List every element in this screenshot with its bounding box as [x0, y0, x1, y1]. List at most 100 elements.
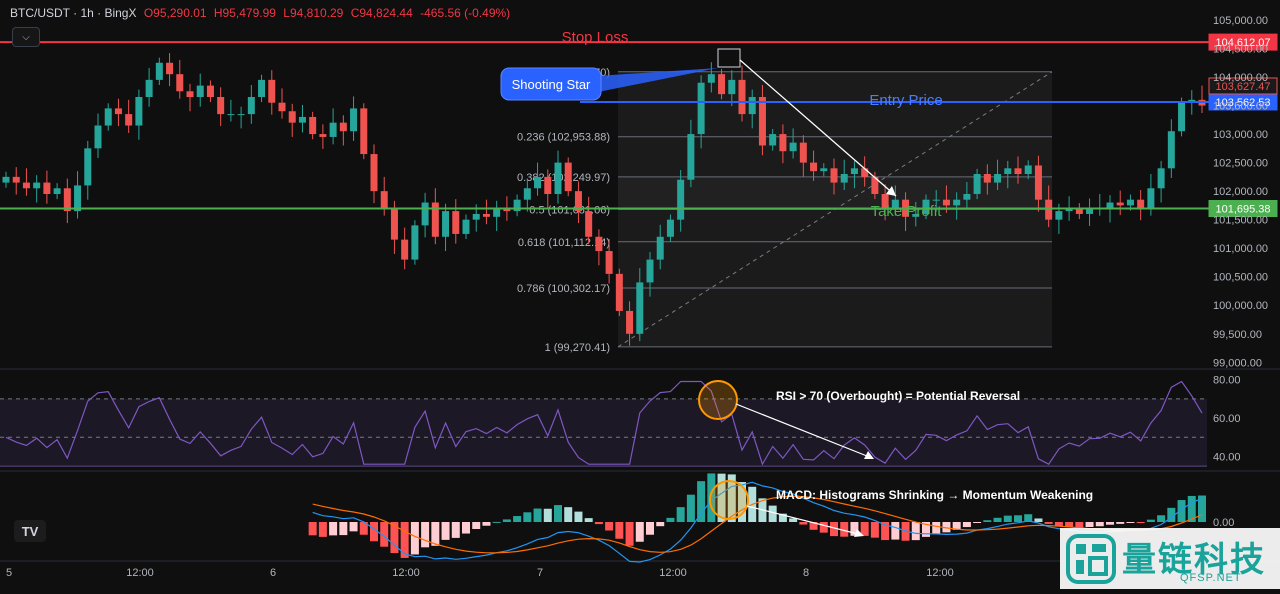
rsi-tick-label: 60.00	[1213, 413, 1241, 425]
stop-loss-label: Stop Loss	[562, 29, 629, 46]
macd-histogram-bar	[472, 522, 481, 529]
fib-level-label: 0.5 (101,681.06)	[529, 204, 610, 216]
candles	[2, 53, 1206, 346]
macd-histogram-bar	[707, 473, 716, 522]
macd-histogram-bar	[1044, 522, 1053, 524]
macd-histogram-bar	[686, 494, 695, 522]
candle-body	[1045, 199, 1053, 220]
candle-body	[1147, 188, 1155, 209]
macd-histogram-bar	[390, 522, 399, 554]
macd-histogram-bar	[308, 522, 317, 536]
macd-histogram-bar	[605, 522, 614, 531]
candle-body	[1116, 202, 1124, 206]
macd-histogram-bar	[1095, 522, 1104, 527]
macd-histogram-bar	[513, 516, 522, 522]
macd-histogram-bar	[502, 519, 511, 522]
macd-histogram-bar	[1198, 495, 1206, 522]
price-tick-label: 100,500.00	[1213, 272, 1268, 284]
price-tick-label: 99,000.00	[1213, 357, 1262, 369]
rsi-tick-label: 40.00	[1213, 452, 1241, 464]
candle-body	[758, 96, 766, 146]
price-tick-label: 102,500.00	[1213, 158, 1268, 170]
macd-histogram-bar	[778, 513, 787, 522]
candle-body	[1055, 211, 1063, 220]
macd-line	[312, 481, 1203, 563]
candle-body	[574, 191, 582, 212]
macd-histogram-bar	[584, 518, 593, 522]
candle-body	[237, 114, 245, 116]
price-tick-label: 101,000.00	[1213, 243, 1268, 255]
macd-histogram-bar	[768, 505, 777, 522]
candle-body	[656, 236, 664, 260]
time-tick-label: 5	[6, 567, 12, 579]
candle-body	[748, 96, 756, 115]
arrow-head	[854, 529, 864, 537]
macd-histogram-bar	[676, 507, 685, 522]
macd-histogram-bar	[635, 522, 644, 542]
tradingview-logo-icon[interactable]: TV	[14, 520, 46, 542]
candle-body	[421, 202, 429, 226]
macd-histogram-bar	[359, 522, 368, 535]
candle-body	[666, 219, 674, 237]
candle-body	[176, 74, 184, 92]
price-tick-label: 99,500.00	[1213, 329, 1262, 341]
macd-histogram-bar	[329, 522, 338, 536]
symbol-header: BTC/USDT · 1h · BingX O95,290.01 H95,479…	[10, 6, 514, 20]
macd-histogram-bar	[400, 522, 409, 558]
macd-histogram-bar	[1003, 515, 1012, 522]
macd-histogram-bar	[993, 517, 1002, 522]
candle-body	[1024, 165, 1032, 175]
candle-body	[298, 116, 306, 123]
trend-arrow	[739, 59, 897, 197]
price-tick-label: 104,500.00	[1213, 43, 1268, 55]
macd-arrow	[746, 505, 863, 536]
candle-body	[820, 168, 828, 172]
candle-body	[217, 96, 225, 115]
macd-histogram-bar	[625, 522, 634, 546]
macd-histogram-bar	[1136, 522, 1145, 523]
price-badge	[1208, 77, 1278, 95]
price-tick-label: 103,500.00	[1213, 101, 1268, 113]
candle-body	[994, 174, 1002, 183]
candle-body	[125, 114, 133, 126]
macd-histogram-bar	[482, 522, 491, 526]
candle-body	[401, 239, 409, 260]
candle-body	[544, 176, 552, 194]
candle-body	[53, 188, 61, 194]
candle-body	[135, 96, 143, 126]
take-profit-label: Take Profit	[871, 203, 943, 220]
arrow-head	[886, 186, 896, 196]
time-tick-label: 6	[270, 567, 276, 579]
candle-body	[840, 174, 848, 183]
rsi-overbought-marker	[698, 380, 738, 420]
macd-histogram-bar	[656, 522, 665, 527]
candle-body	[564, 162, 572, 192]
macd-histogram-bar	[1177, 500, 1186, 522]
macd-histogram-bar	[462, 522, 470, 534]
candle-body	[247, 96, 255, 115]
macd-annotation: MACD: Histograms Shrinking → Momentum We…	[776, 488, 1093, 502]
collapse-legend-button[interactable]: ⌵	[12, 27, 40, 47]
candle-body	[1106, 202, 1114, 209]
macd-histogram-bar	[881, 522, 890, 541]
macd-histogram-bar	[431, 522, 440, 546]
candle-body	[84, 148, 92, 186]
candle-body	[380, 191, 388, 209]
macd-histogram-bar	[727, 474, 736, 522]
price-tick-label: 105,000.00	[1213, 15, 1268, 27]
macd-tick-label: 0.00	[1213, 517, 1234, 529]
time-tick-label: 8	[803, 567, 809, 579]
macd-histogram-bar	[1146, 519, 1155, 522]
shooting-star-label: Shooting Star	[512, 77, 591, 92]
change-value: -465.56 (-0.49%)	[420, 6, 511, 20]
candle-body	[278, 102, 286, 112]
macd-histogram-bar	[370, 522, 378, 542]
candle-body	[585, 211, 593, 237]
candle-body	[472, 213, 480, 220]
macd-histogram-bar	[666, 517, 675, 522]
shooting-star-highlight	[717, 48, 741, 68]
macd-histogram-bar	[932, 522, 941, 535]
candle-body	[963, 193, 971, 200]
